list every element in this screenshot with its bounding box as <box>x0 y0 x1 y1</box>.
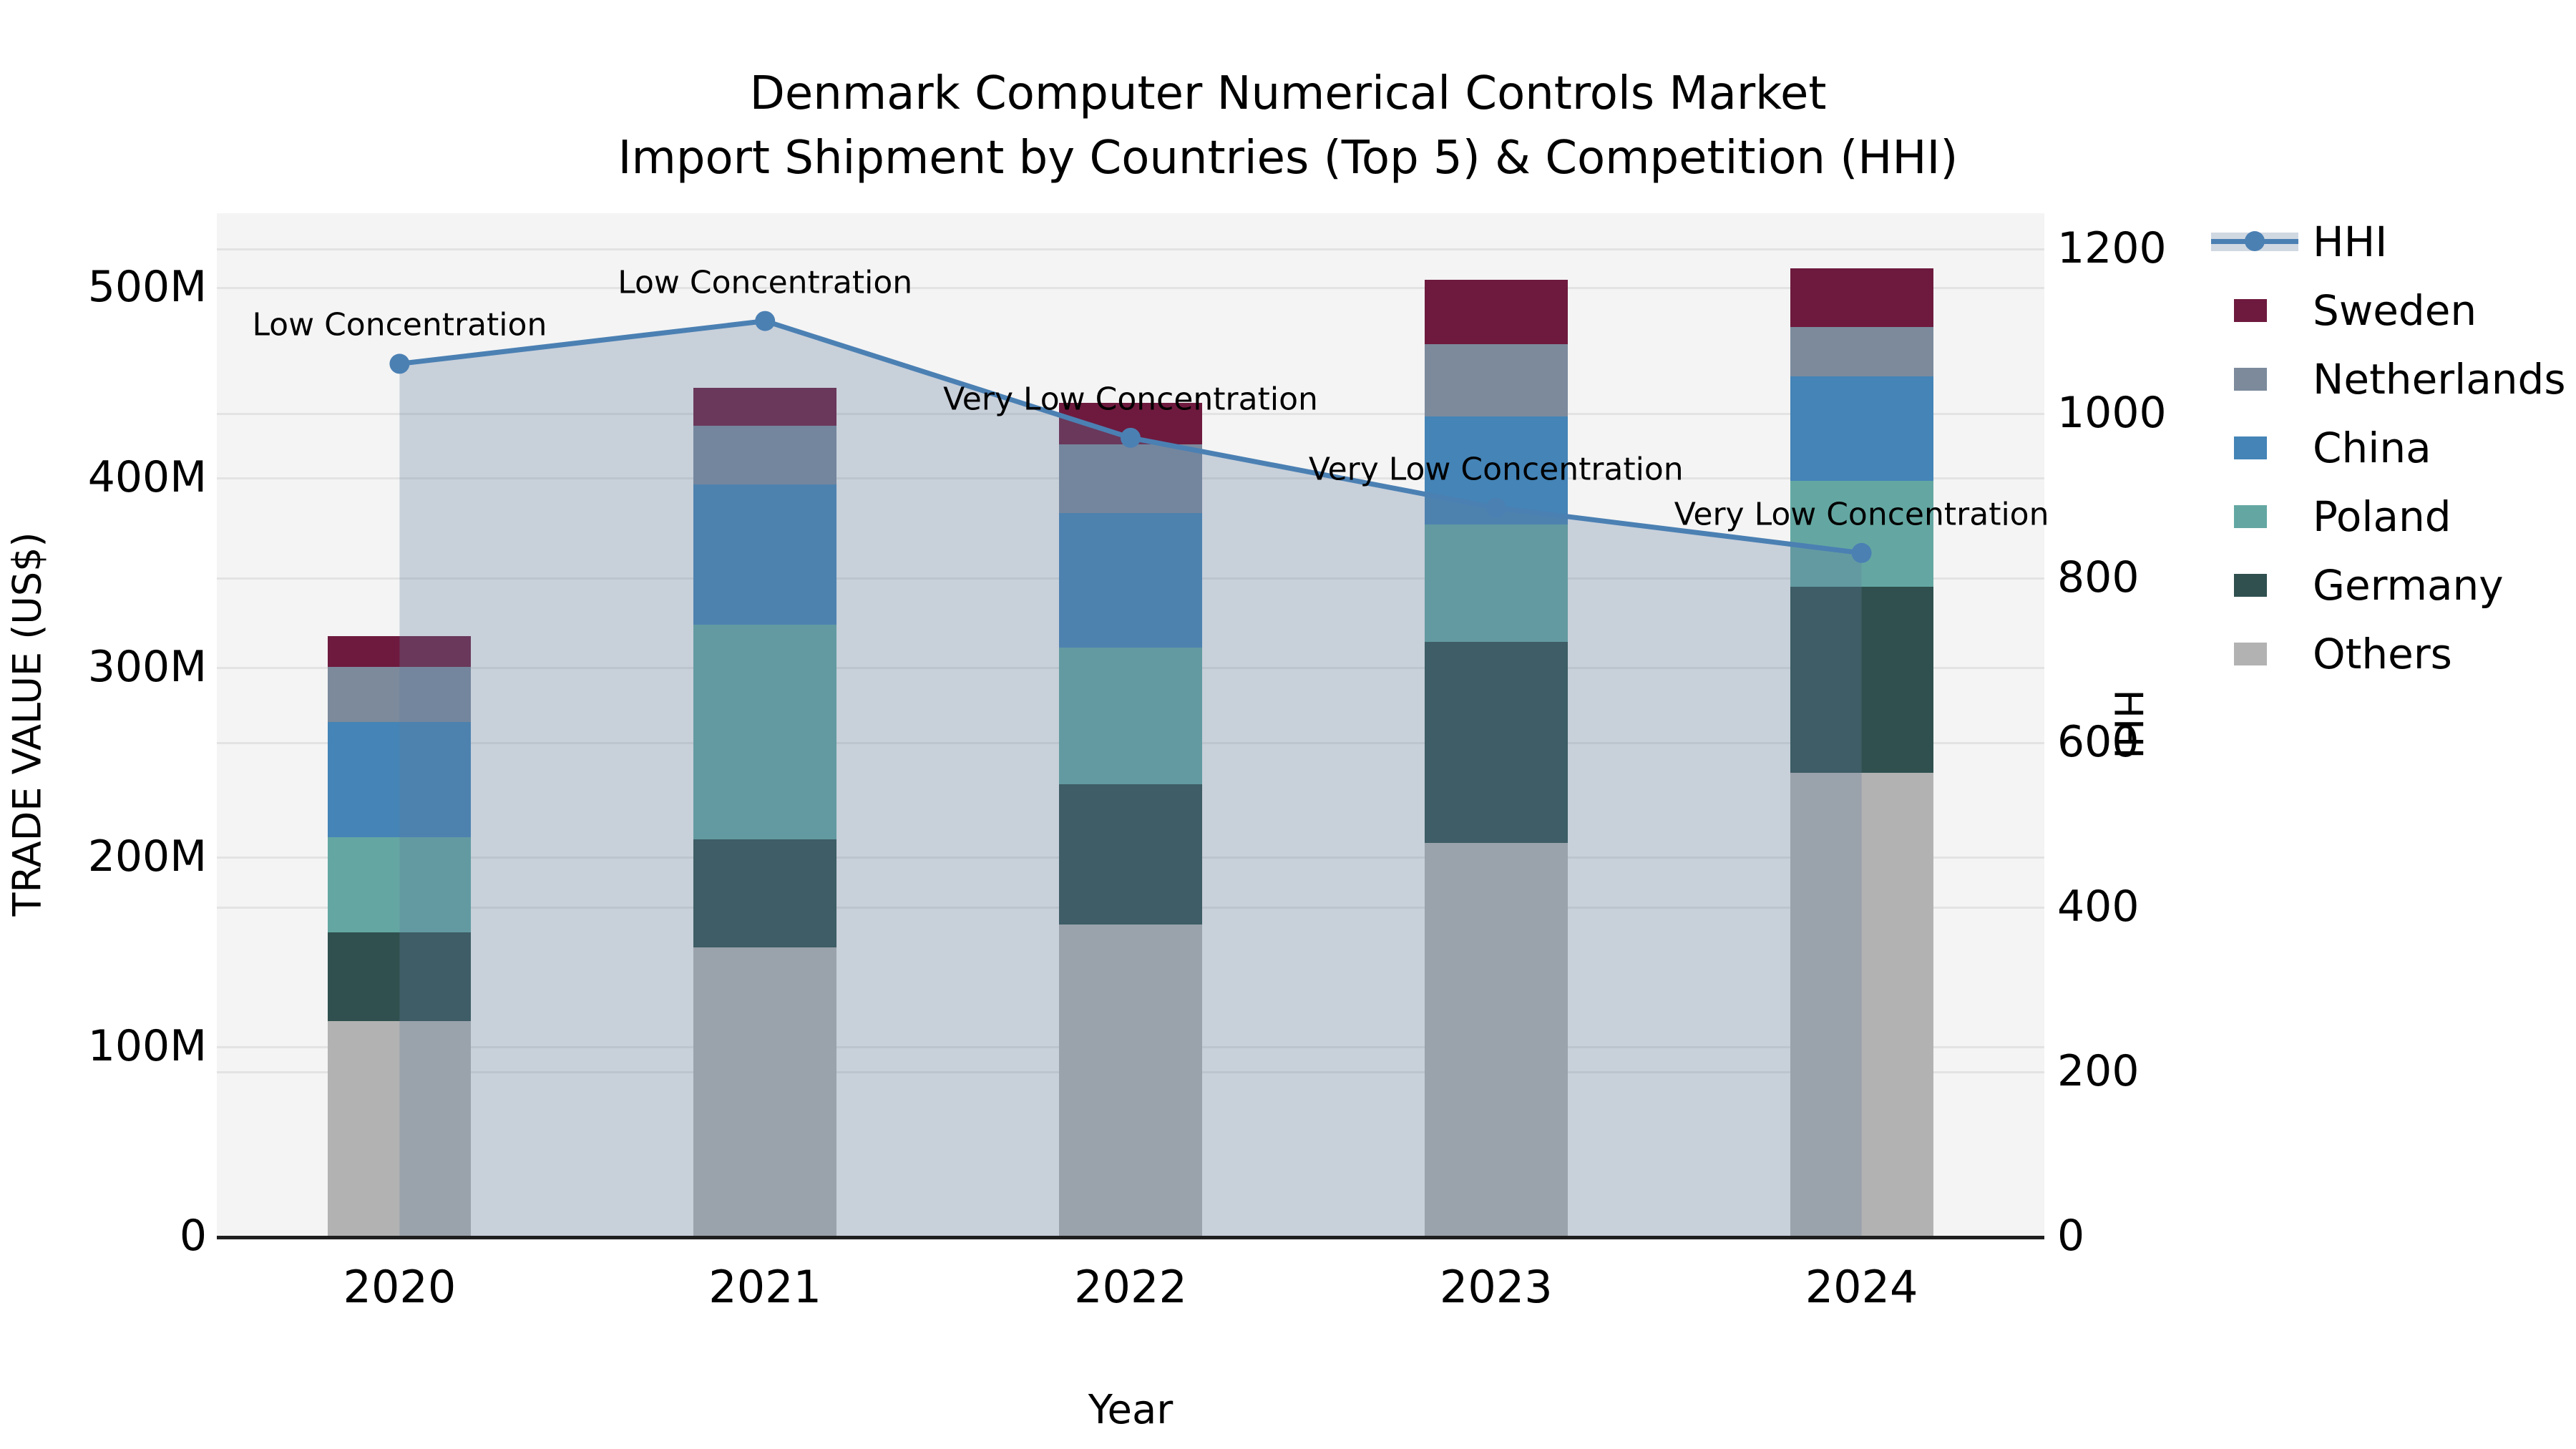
x-axis-spine <box>217 1236 2044 1239</box>
legend-item-others: Others <box>2207 630 2576 678</box>
bar-segment-poland-2021 <box>693 625 837 839</box>
x-tick-2023: 2023 <box>1439 1261 1553 1313</box>
y-right-tick-1000: 1000 <box>2057 388 2167 439</box>
bar-segment-others-2023 <box>1424 843 1568 1236</box>
hhi-marker-2021 <box>755 311 776 331</box>
legend-item-netherlands: Netherlands <box>2207 355 2576 404</box>
hhi-annotation-2023: Very Low Concentration <box>1308 451 1684 488</box>
plot-area: Low Concentration Low Concentration Very L… <box>217 213 2049 1240</box>
hhi-marker-2020 <box>389 353 410 374</box>
bar-segment-others-2021 <box>693 947 837 1236</box>
y-right-tick-400: 400 <box>2057 882 2140 932</box>
y-left-tick-400M: 400M <box>87 452 207 502</box>
bar-segment-netherlands-2024 <box>1790 327 1933 376</box>
legend-swatch-poland <box>2234 505 2267 528</box>
legend-label-others: Others <box>2313 630 2452 678</box>
y-right-tick-200: 200 <box>2057 1046 2140 1097</box>
bar-segment-netherlands-2021 <box>693 425 837 485</box>
legend-label-sweden: Sweden <box>2313 286 2477 335</box>
bar-segment-germany-2021 <box>693 839 837 947</box>
legend-label-netherlands: Netherlands <box>2313 355 2566 404</box>
bar-segment-netherlands-2022 <box>1059 444 1202 513</box>
y-left-tick-300M: 300M <box>87 641 207 692</box>
bar-segment-poland-2023 <box>1424 524 1568 643</box>
x-tick-2024: 2024 <box>1805 1261 1918 1313</box>
bar-segment-poland-2024 <box>1790 480 1933 587</box>
hhi-annotation-2022: Very Low Concentration <box>943 381 1318 418</box>
legend-swatch-netherlands <box>2234 368 2267 391</box>
bar-segment-germany-2020 <box>328 932 472 1022</box>
y-left-tick-0: 0 <box>179 1211 207 1261</box>
hhi-area-fill <box>399 321 1862 1236</box>
bar-segment-germany-2022 <box>1059 784 1202 925</box>
chart-title-line2: Import Shipment by Countries (Top 5) & C… <box>618 132 1958 185</box>
y-left-tick-100M: 100M <box>87 1020 207 1071</box>
legend-item-hhi: HHI <box>2207 218 2576 266</box>
y-left-tick-500M: 500M <box>87 262 207 313</box>
hhi-marker-2023 <box>1485 497 1506 518</box>
bar-segment-china-2024 <box>1790 376 1933 481</box>
hhi-marker-2022 <box>1121 427 1141 448</box>
x-axis-label: Year <box>1088 1387 1174 1433</box>
bar-segment-others-2022 <box>1059 924 1202 1236</box>
bar-segment-netherlands-2023 <box>1424 343 1568 416</box>
legend-item-germany: Germany <box>2207 561 2576 610</box>
y-left-tick-200M: 200M <box>87 831 207 882</box>
y-right-tick-0: 0 <box>2057 1211 2085 1261</box>
hhi-marker-2024 <box>1851 542 1872 563</box>
legend-swatch-others <box>2234 643 2267 665</box>
legend-swatch-sweden <box>2234 299 2267 322</box>
legend-swatch-china <box>2234 436 2267 459</box>
legend-label-hhi: HHI <box>2313 218 2388 266</box>
bar-segment-sweden-2024 <box>1790 268 1933 328</box>
bar-segment-sweden-2021 <box>693 387 837 426</box>
bar-segment-others-2024 <box>1790 773 1933 1236</box>
legend-label-poland: Poland <box>2313 492 2451 541</box>
legend-label-germany: Germany <box>2313 561 2504 610</box>
legend-item-sweden: Sweden <box>2207 286 2576 335</box>
bar-segment-sweden-2020 <box>328 636 472 667</box>
bar-segment-china-2021 <box>693 484 837 625</box>
y-right-tick-1200: 1200 <box>2057 223 2167 274</box>
bar-segment-china-2022 <box>1059 512 1202 648</box>
bar-segment-poland-2022 <box>1059 648 1202 784</box>
bar-segment-sweden-2023 <box>1424 279 1568 344</box>
gridline-hhi-1200 <box>217 248 2044 251</box>
x-tick-2021: 2021 <box>708 1261 822 1313</box>
legend-item-china: China <box>2207 424 2576 472</box>
hhi-line-layer <box>389 311 1872 1236</box>
legend-label-china: China <box>2313 424 2431 472</box>
legend-item-poland: Poland <box>2207 492 2576 541</box>
hhi-annotation-2021: Low Concentration <box>618 264 913 301</box>
hhi-annotation-2020: Low Concentration <box>252 306 547 343</box>
bar-segment-germany-2024 <box>1790 587 1933 774</box>
gridline-trade-500M <box>217 287 2044 290</box>
bar-segment-germany-2023 <box>1424 642 1568 844</box>
bar-segment-poland-2020 <box>328 837 472 932</box>
y-right-tick-800: 800 <box>2057 552 2140 603</box>
bar-segment-others-2020 <box>328 1021 472 1236</box>
chart-title-line1: Denmark Computer Numerical Controls Mark… <box>749 67 1827 120</box>
x-tick-2020: 2020 <box>343 1261 457 1313</box>
legend-swatch-germany <box>2234 574 2267 597</box>
bar-segment-netherlands-2020 <box>328 666 472 722</box>
y-right-tick-600: 600 <box>2057 717 2140 768</box>
x-tick-2022: 2022 <box>1074 1261 1187 1313</box>
hhi-annotation-2024: Very Low Concentration <box>1674 496 2049 533</box>
hhi-legend-marker <box>2245 231 2265 251</box>
bar-segment-china-2020 <box>328 721 472 838</box>
